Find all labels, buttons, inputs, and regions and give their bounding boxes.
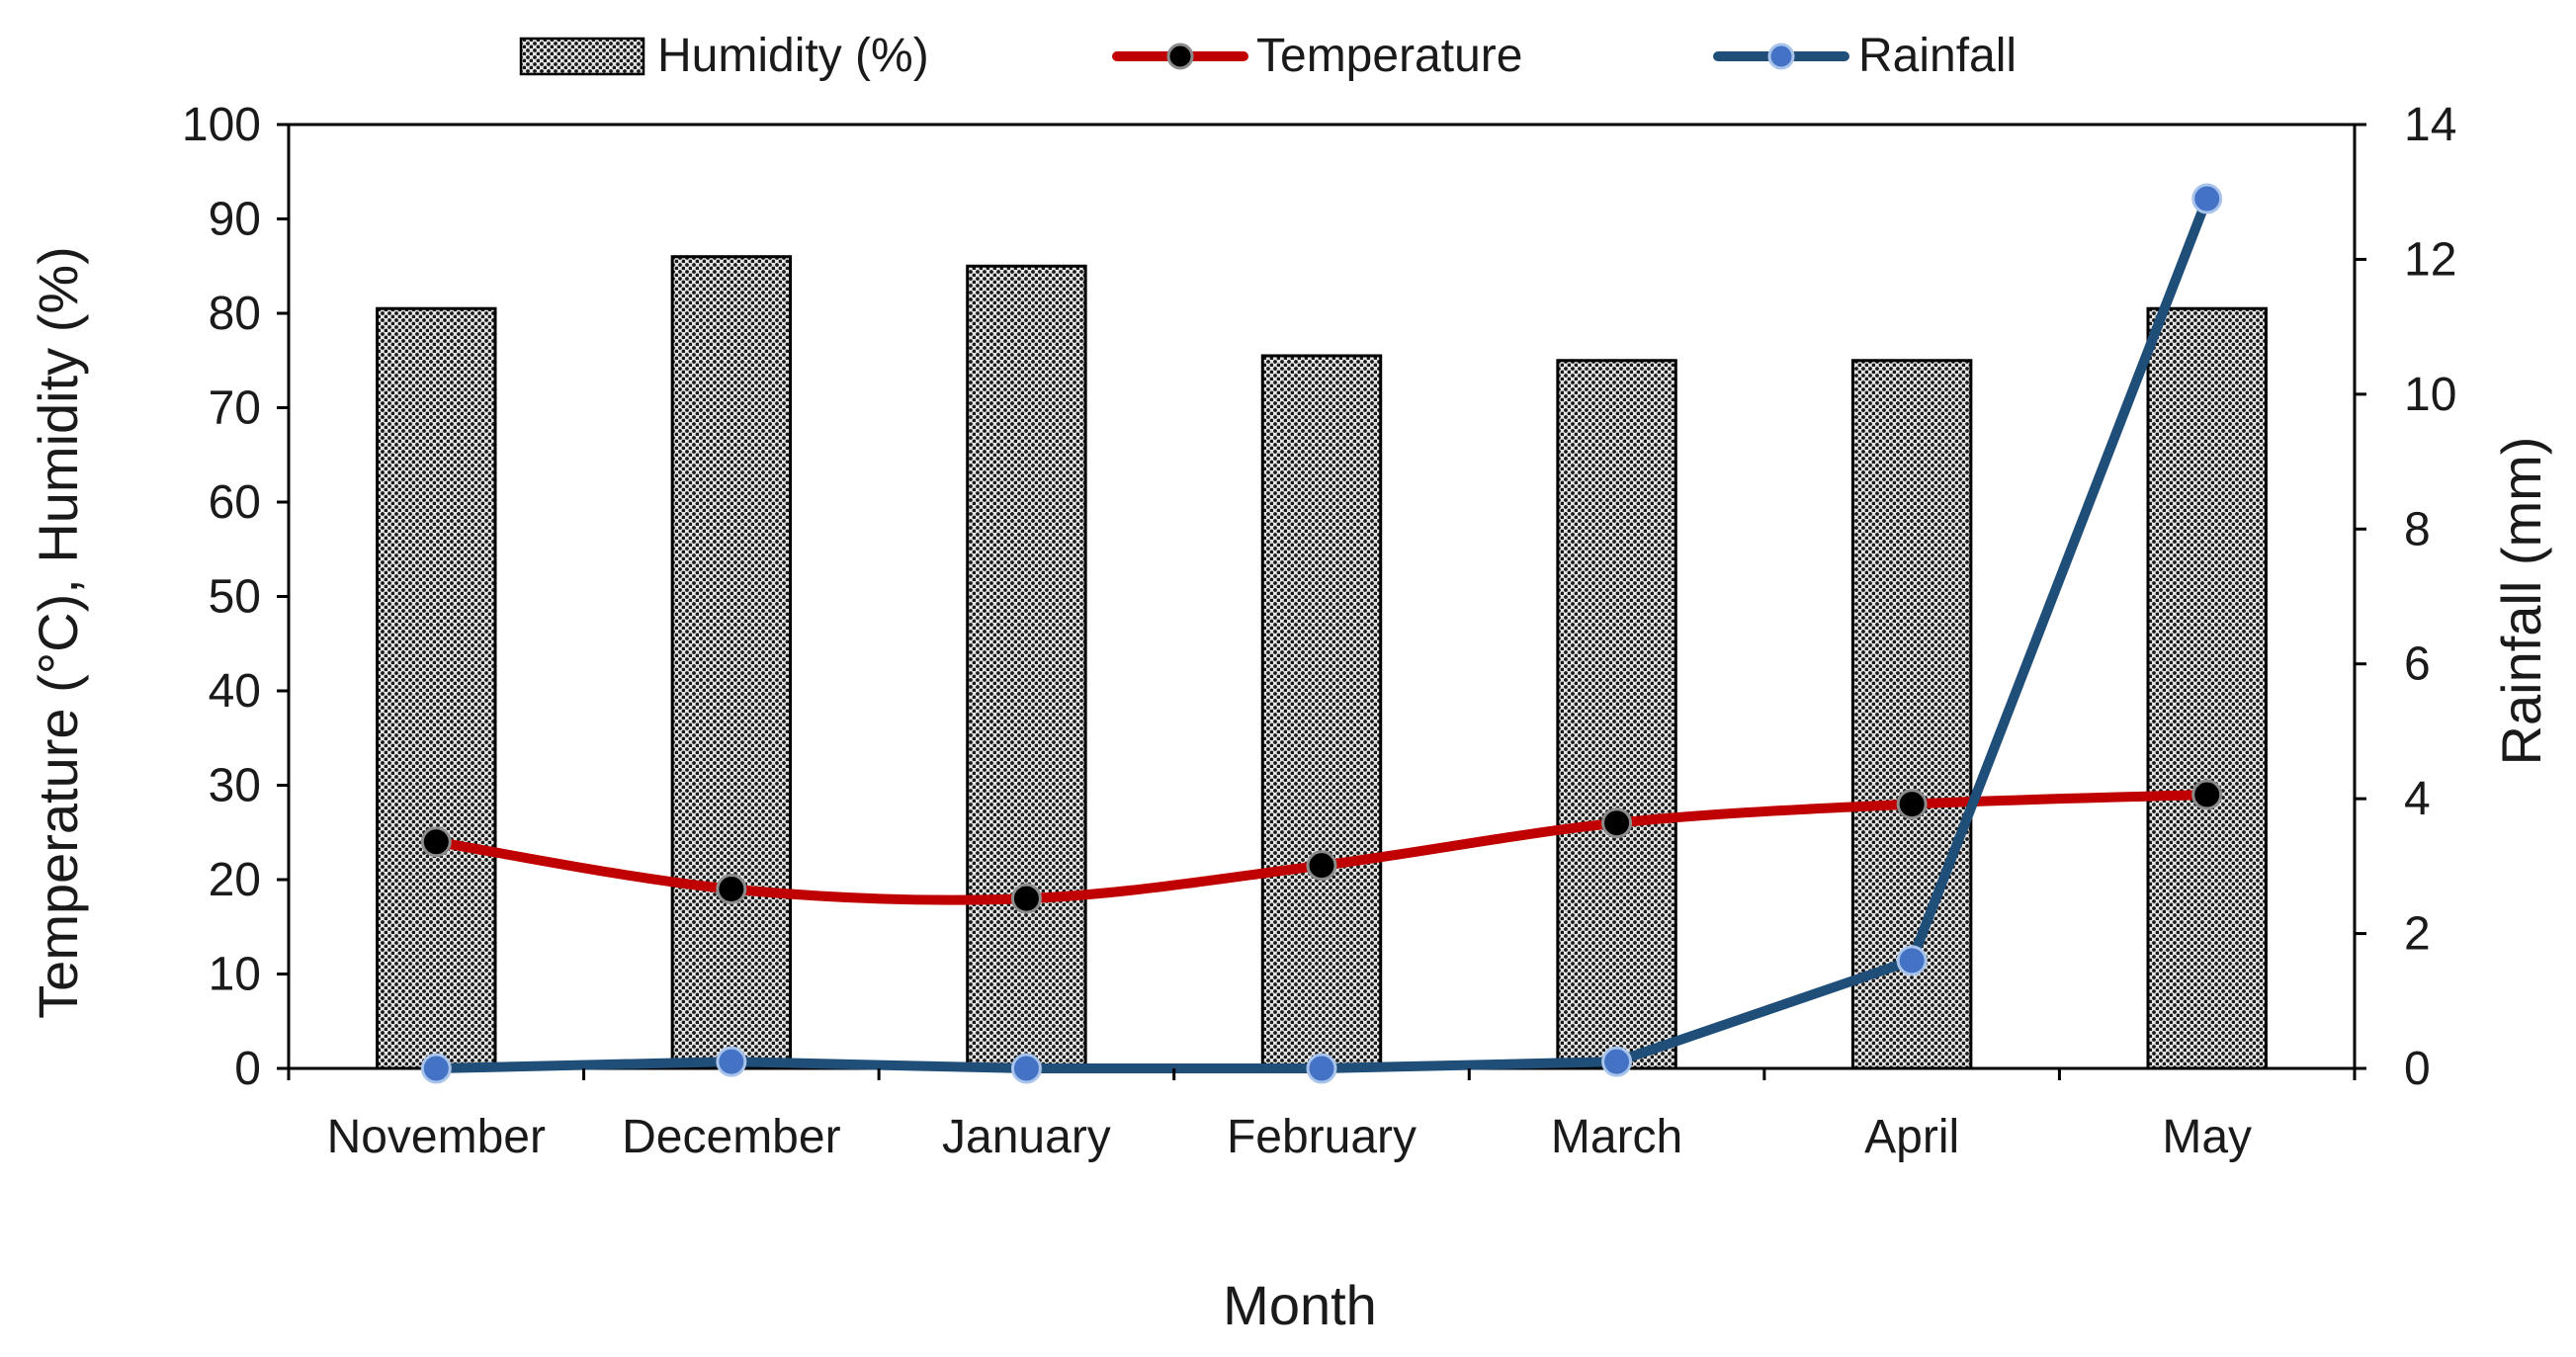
humidity-bar [966, 264, 1087, 1070]
x-axis-title: Month [1223, 1274, 1377, 1336]
left-tick-label: 70 [209, 382, 261, 435]
humidity-bars [376, 255, 2268, 1070]
right-tick-label: 4 [2404, 773, 2431, 825]
rainfall-point [1306, 1053, 1337, 1084]
x-tick-label: December [622, 1111, 840, 1163]
left-tick-label: 60 [209, 476, 261, 529]
left-tick-label: 30 [209, 760, 261, 812]
temperature-point [2191, 779, 2223, 810]
left-tick-label: 40 [209, 665, 261, 718]
legend-rainfall-label: Rainfall [1858, 30, 2017, 82]
left-axis-ticks: 0 10 20 30 40 50 60 70 80 90 100 [182, 99, 289, 1095]
rainfall-point [1601, 1046, 1633, 1077]
temperature-point [1601, 807, 1633, 839]
x-axis-ticks: November December January February March Apri… [287, 1068, 2357, 1163]
left-tick-label: 80 [209, 288, 261, 340]
legend-humidity-swatch [519, 37, 645, 76]
right-tick-label: 14 [2404, 99, 2456, 151]
right-tick-label: 10 [2404, 369, 2456, 421]
temperature-point [1306, 850, 1337, 882]
x-tick-label: January [942, 1111, 1111, 1163]
x-tick-label: April [1864, 1111, 1959, 1163]
x-tick-label: March [1551, 1111, 1682, 1163]
legend-rainfall-marker [1767, 42, 1795, 70]
rainfall-point [716, 1046, 747, 1077]
left-axis-title: Temperature (°C), Humidity (%) [27, 246, 89, 1019]
temperature-point [1896, 789, 1928, 820]
legend-temperature-marker [1166, 42, 1194, 70]
legend-temperature-label: Temperature [1256, 30, 1522, 82]
right-tick-label: 6 [2404, 638, 2431, 691]
legend: Humidity (%) Temperature Rainfall [519, 30, 2017, 82]
rainfall-point [1896, 945, 1928, 976]
temperature-point [420, 826, 452, 858]
temperature-point [1010, 883, 1042, 914]
right-axis-title: Rainfall (mm) [2490, 437, 2552, 766]
humidity-bar [1260, 354, 1383, 1070]
humidity-bar [2146, 306, 2268, 1070]
right-tick-label: 8 [2404, 503, 2431, 555]
left-tick-label: 20 [209, 854, 261, 906]
right-tick-label: 12 [2404, 233, 2456, 286]
left-tick-label: 100 [182, 99, 261, 151]
humidity-bar [1556, 359, 1677, 1070]
humidity-bar [670, 255, 793, 1070]
legend-humidity-label: Humidity (%) [657, 30, 929, 82]
right-tick-label: 0 [2404, 1043, 2431, 1095]
left-tick-label: 50 [209, 571, 261, 624]
line-markers [420, 183, 2223, 1084]
rainfall-point [1010, 1053, 1042, 1084]
x-tick-label: November [327, 1111, 546, 1163]
x-tick-label: February [1227, 1111, 1417, 1163]
humidity-bar [376, 306, 497, 1070]
right-tick-label: 2 [2404, 908, 2431, 961]
temperature-point [716, 874, 747, 905]
left-tick-label: 90 [209, 194, 261, 246]
left-tick-label: 0 [234, 1043, 261, 1095]
rainfall-point [420, 1053, 452, 1084]
left-tick-label: 10 [209, 949, 261, 1001]
right-axis-ticks: 0 2 4 6 8 10 12 14 [2355, 99, 2456, 1095]
x-tick-label: May [2162, 1111, 2252, 1163]
rainfall-point [2191, 183, 2223, 214]
